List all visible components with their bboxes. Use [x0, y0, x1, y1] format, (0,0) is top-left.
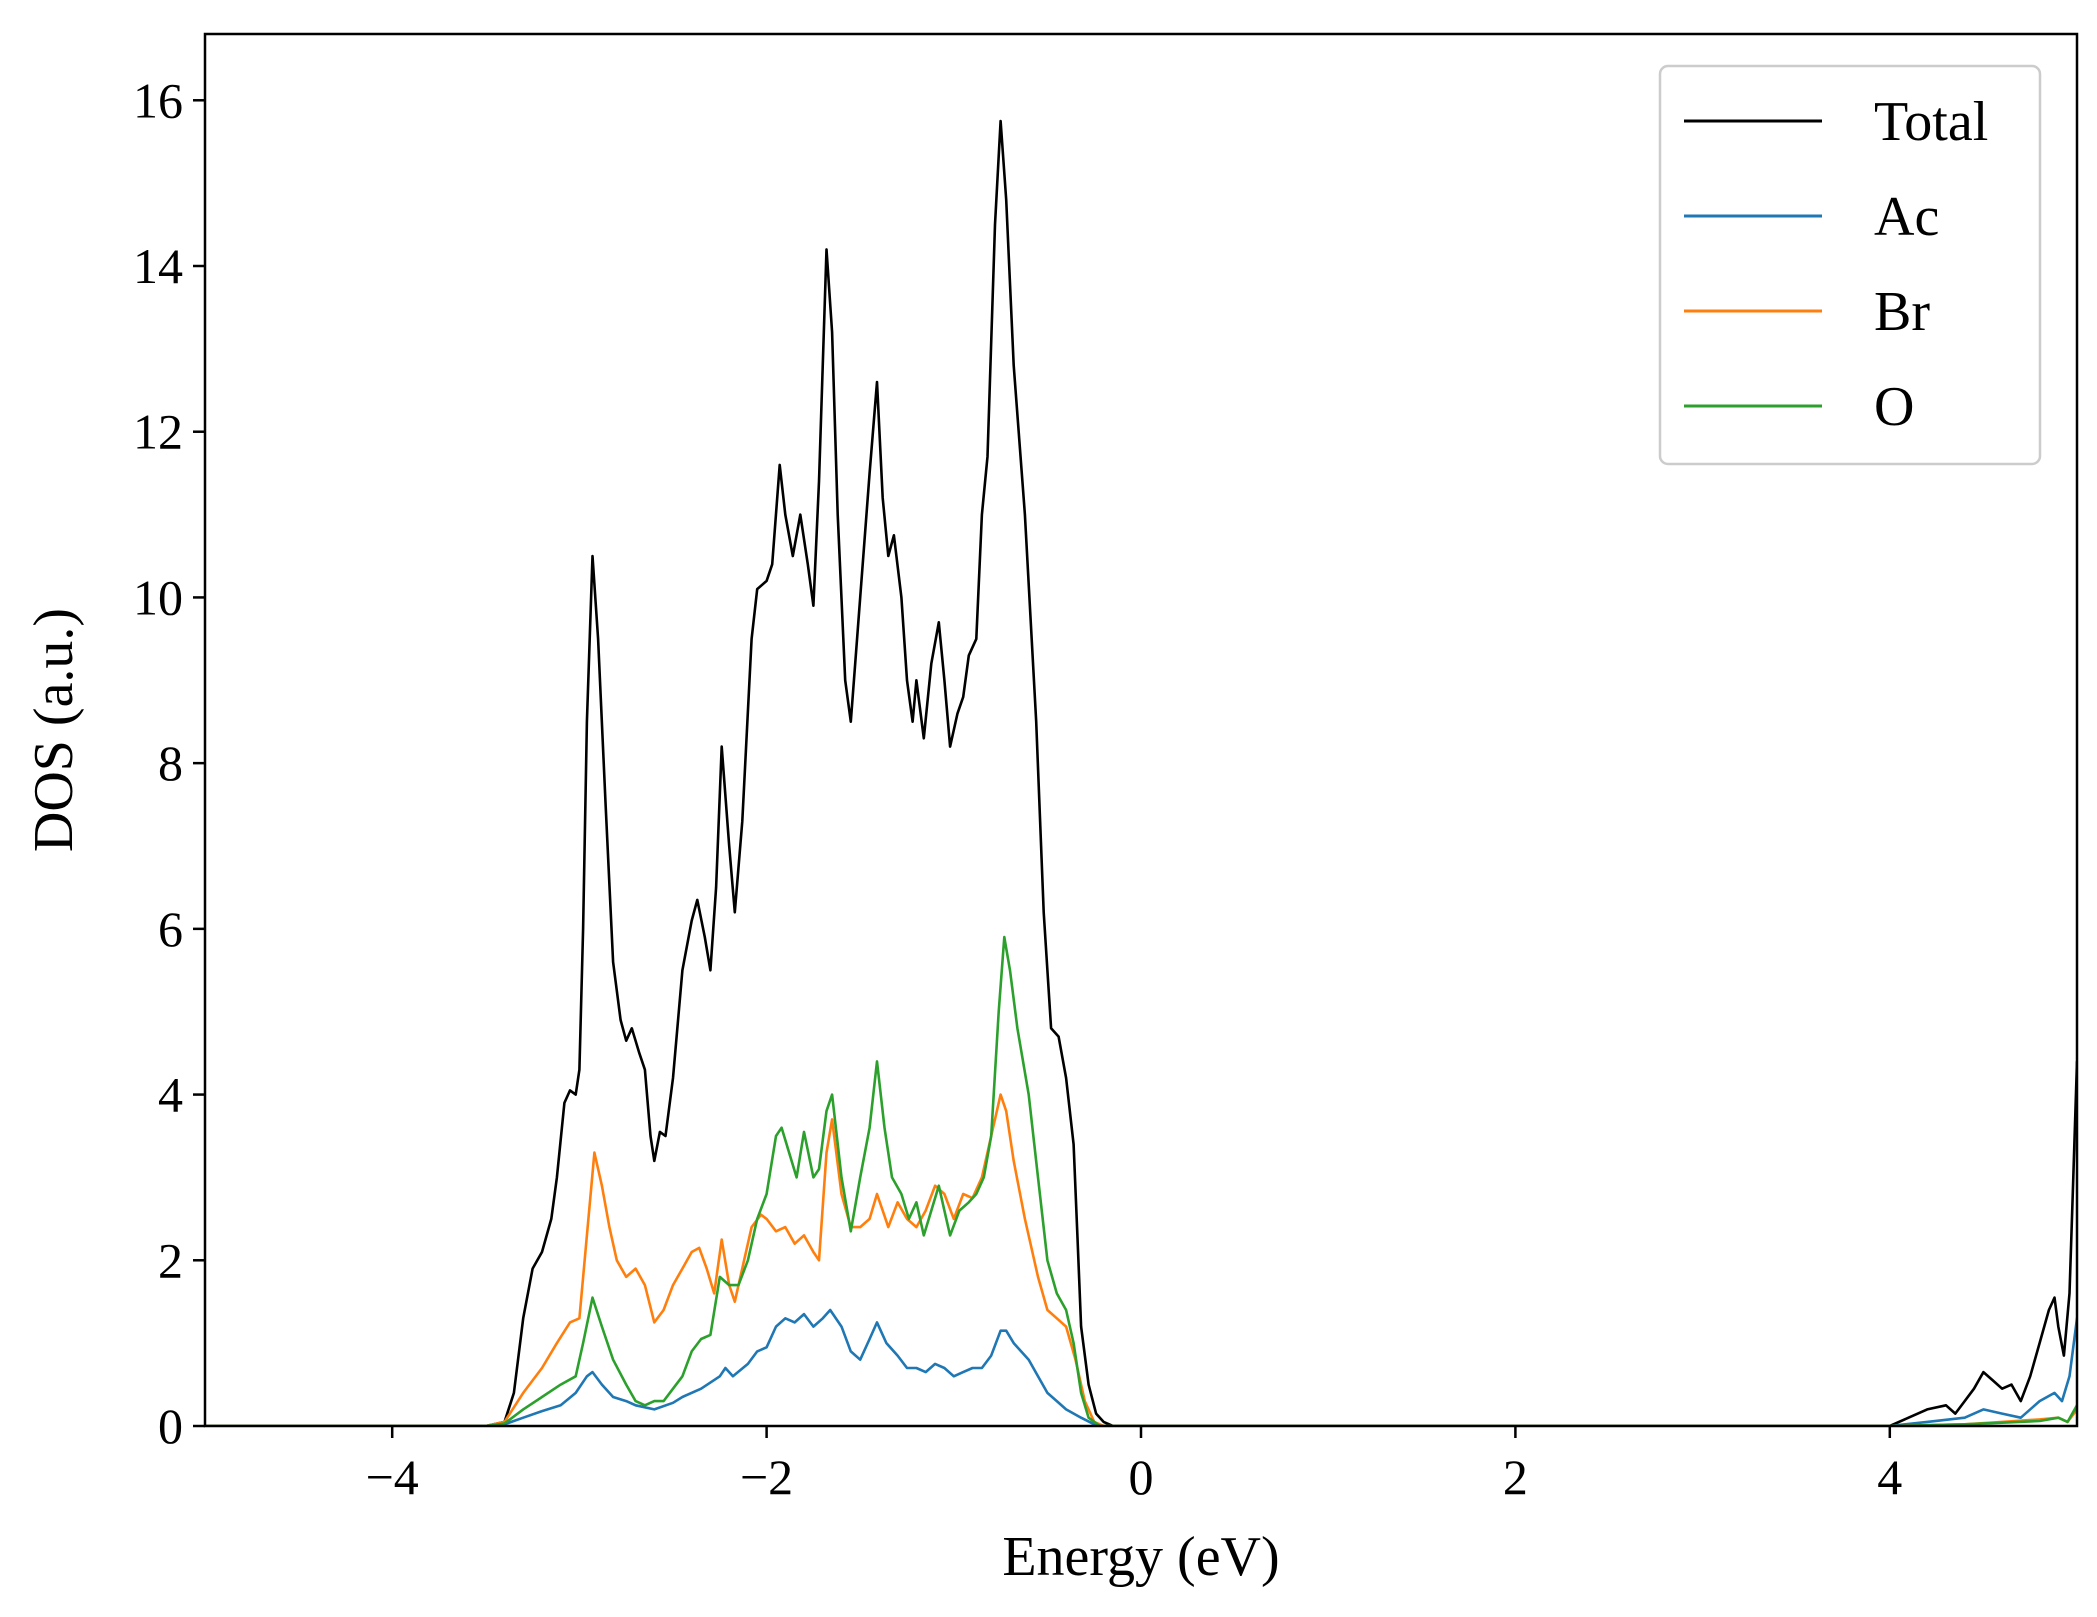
legend-box	[1658, 64, 2042, 466]
legend-label-o: O	[1874, 376, 1914, 438]
y-tick-label: 2	[158, 1232, 183, 1288]
y-tick-label: 16	[133, 72, 183, 128]
x-axis-label: Energy (eV)	[1002, 1526, 1279, 1588]
y-axis: 0 2 4 6 8 10 12 14 16	[133, 72, 205, 1454]
legend-label-br: Br	[1874, 281, 1930, 343]
x-tick-label: 4	[1877, 1449, 1902, 1505]
y-tick-label: 6	[158, 901, 183, 957]
legend: Total Ac Br O	[1658, 64, 2042, 466]
series-line-br	[205, 1093, 2077, 1426]
legend-label-ac: Ac	[1874, 186, 1939, 248]
y-tick-label: 14	[133, 238, 183, 294]
y-axis-label: DOS (a.u.)	[23, 608, 85, 852]
y-tick-label: 8	[158, 735, 183, 791]
y-tick-label: 4	[158, 1067, 183, 1123]
series-layer	[205, 119, 2077, 1426]
series-line-total	[205, 119, 2077, 1426]
y-tick-label: 10	[133, 569, 183, 625]
x-tick-label: 2	[1503, 1449, 1528, 1505]
legend-label-total: Total	[1874, 91, 1988, 153]
x-tick-label: 0	[1129, 1449, 1154, 1505]
series-line-o	[205, 935, 2077, 1426]
x-tick-label: −2	[740, 1449, 793, 1505]
x-tick-label: −4	[366, 1449, 419, 1505]
x-axis: −4 −2 0 2 4	[366, 1426, 1902, 1505]
y-tick-label: 12	[133, 404, 183, 460]
y-tick-label: 0	[158, 1398, 183, 1454]
